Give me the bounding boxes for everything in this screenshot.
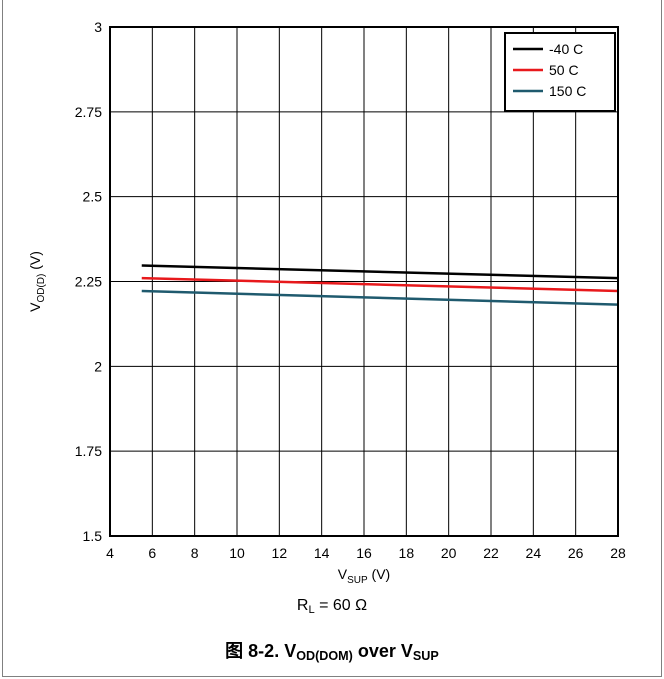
x-tick-label: 24 — [526, 545, 542, 561]
x-tick-label: 6 — [148, 545, 156, 561]
x-tick-label: 22 — [483, 545, 499, 561]
y-tick-label: 2 — [94, 358, 102, 374]
x-tick-label: 4 — [106, 545, 114, 561]
y-tick-label: 1.75 — [75, 443, 102, 459]
y-axis-label: VOD(D) (V) — [27, 251, 47, 312]
x-tick-label: 8 — [191, 545, 199, 561]
figure-caption: 图 8-2. VOD(DOM) over VSUP — [225, 641, 439, 664]
x-tick-label: 20 — [441, 545, 457, 561]
y-tick-label: 1.5 — [83, 528, 103, 544]
x-tick-label: 10 — [229, 545, 245, 561]
data-series — [141, 264, 619, 306]
x-axis-label: VSUP (V) — [338, 566, 390, 586]
y-tick-label: 3 — [94, 19, 102, 35]
x-axis-ticks: 4 6 8 10 12 14 16 18 20 22 24 26 28 — [106, 545, 626, 561]
test-condition: RL = 60 Ω — [296, 597, 368, 616]
legend-label: 50 C — [549, 62, 579, 78]
x-tick-label: 18 — [399, 545, 415, 561]
x-tick-label: 28 — [610, 545, 626, 561]
legend-label: 150 C — [549, 83, 586, 99]
legend-label: -40 C — [549, 41, 583, 57]
series-line — [141, 264, 619, 280]
x-tick-label: 12 — [272, 545, 288, 561]
line-chart: 4 6 8 10 12 14 16 18 20 22 24 26 28 1.5 1.75 2 2.25 2.5 2… — [27, 19, 626, 586]
y-tick-label: 2.75 — [75, 104, 102, 120]
y-tick-label: 2.5 — [83, 189, 103, 205]
series-line — [141, 289, 619, 306]
plot-area-border — [109, 26, 619, 537]
y-tick-label: 2.25 — [75, 274, 102, 290]
x-tick-label: 26 — [568, 545, 584, 561]
legend: -40 C 50 C 150 C — [504, 32, 616, 112]
x-tick-label: 14 — [314, 545, 330, 561]
series-line — [141, 276, 619, 293]
legend-box — [504, 32, 616, 112]
x-tick-label: 16 — [356, 545, 372, 561]
y-axis-ticks: 1.5 1.75 2 2.25 2.5 2.75 3 — [75, 19, 102, 544]
